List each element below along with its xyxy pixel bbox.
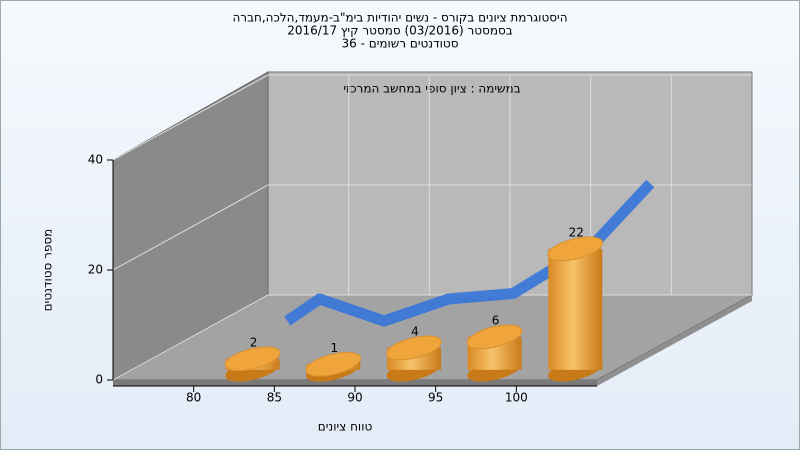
y-tick-label: 40 bbox=[88, 153, 103, 167]
data-label: 4 bbox=[411, 324, 419, 338]
x-axis-label: טווח ציונים bbox=[318, 420, 373, 434]
x-tick-label: 90 bbox=[347, 391, 362, 405]
title-line: היסטוגרמת ציונים בקורס - נשים יהודיות בי… bbox=[232, 11, 567, 25]
bar-top bbox=[386, 335, 442, 361]
title-line: סטודנטים רשומים - 36 bbox=[341, 37, 458, 51]
y-axis-label: מספר סטודנטים bbox=[41, 229, 55, 312]
data-label: 22 bbox=[569, 225, 584, 239]
grid-line bbox=[112, 184, 269, 271]
title-line: בסמסטר (03/2016) סמסטר קיץ 2016/17 bbox=[287, 24, 513, 38]
x-tick-label: 95 bbox=[428, 391, 443, 405]
x-tick-label: 85 bbox=[267, 391, 282, 405]
grid-line bbox=[112, 74, 269, 161]
x-tick-label: 100 bbox=[505, 391, 528, 405]
data-label: 1 bbox=[330, 341, 338, 355]
x-tick-label: 80 bbox=[186, 391, 201, 405]
y-tick-label: 20 bbox=[88, 263, 103, 277]
bar-top bbox=[466, 324, 523, 350]
bar-top bbox=[224, 346, 281, 372]
y-tick-label: 0 bbox=[95, 373, 103, 387]
subtitle: במשימה : ציון סופי במחשב המרכזי bbox=[343, 82, 520, 96]
data-label: 2 bbox=[250, 335, 258, 349]
grid-line bbox=[112, 294, 269, 381]
bar-top bbox=[547, 236, 604, 262]
bar-top bbox=[305, 351, 362, 377]
data-label: 6 bbox=[492, 313, 500, 327]
bar bbox=[548, 248, 603, 370]
